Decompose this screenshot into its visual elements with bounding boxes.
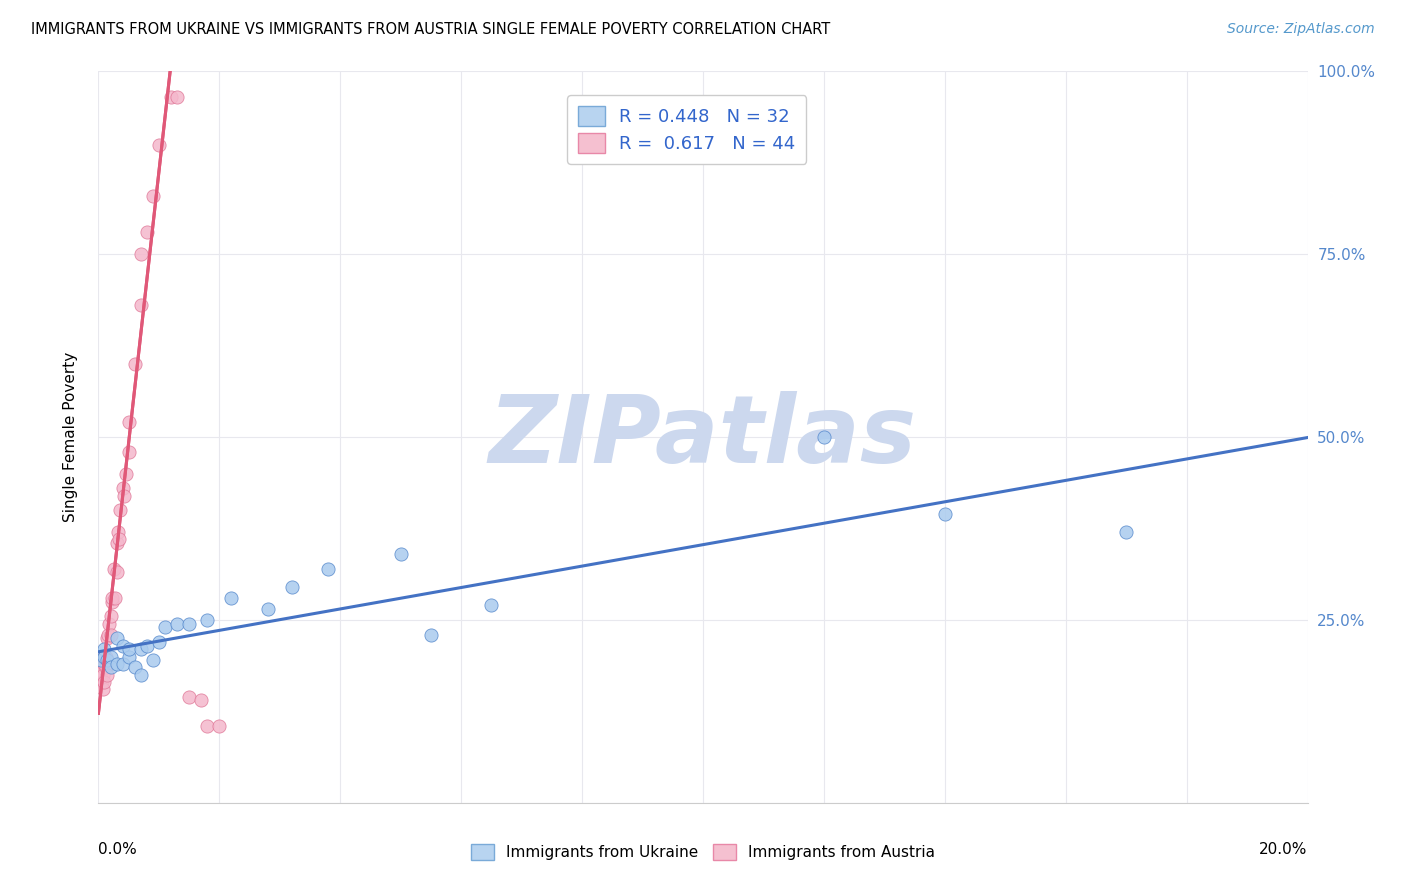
Point: [195, 613, 218, 627]
Point: [90, 660, 112, 674]
Point: [190, 693, 212, 707]
Legend: Immigrants from Ukraine, Immigrants from Austria: Immigrants from Ukraine, Immigrants from…: [464, 838, 942, 866]
Point: [118, 444, 141, 458]
Point: [208, 719, 231, 733]
Point: [111, 657, 134, 671]
Point: [166, 90, 188, 104]
Text: Source: ZipAtlas.com: Source: ZipAtlas.com: [1227, 22, 1375, 37]
Point: [89, 667, 111, 681]
Point: [100, 649, 122, 664]
Point: [103, 562, 125, 576]
Point: [179, 690, 201, 704]
Point: [94, 649, 117, 664]
Point: [89, 653, 111, 667]
Point: [105, 566, 128, 580]
Point: [129, 667, 152, 681]
Point: [934, 507, 956, 521]
Point: [148, 635, 170, 649]
Point: [166, 616, 188, 631]
Point: [129, 298, 152, 312]
Point: [100, 627, 122, 641]
Point: [160, 90, 183, 104]
Point: [90, 653, 112, 667]
Point: [98, 616, 121, 631]
Point: [96, 653, 118, 667]
Point: [100, 609, 122, 624]
Y-axis label: Single Female Poverty: Single Female Poverty: [63, 352, 77, 522]
Point: [108, 533, 131, 547]
Point: [135, 639, 157, 653]
Point: [179, 616, 201, 631]
Point: [129, 247, 152, 261]
Point: [100, 594, 122, 608]
Point: [96, 667, 118, 681]
Point: [389, 547, 412, 561]
Text: IMMIGRANTS FROM UKRAINE VS IMMIGRANTS FROM AUSTRIA SINGLE FEMALE POVERTY CORRELA: IMMIGRANTS FROM UKRAINE VS IMMIGRANTS FR…: [31, 22, 830, 37]
Point: [142, 653, 165, 667]
Point: [256, 602, 278, 616]
Point: [129, 642, 152, 657]
Point: [118, 642, 141, 657]
Point: [420, 627, 443, 641]
Point: [96, 632, 118, 646]
Legend: R = 0.448   N = 32, R =  0.617   N = 44: R = 0.448 N = 32, R = 0.617 N = 44: [567, 95, 807, 164]
Point: [142, 188, 165, 202]
Point: [221, 591, 243, 605]
Point: [105, 536, 128, 550]
Point: [108, 503, 131, 517]
Point: [135, 225, 157, 239]
Point: [118, 649, 141, 664]
Point: [97, 627, 120, 641]
Point: [124, 660, 146, 674]
Point: [91, 667, 114, 681]
Point: [96, 660, 118, 674]
Point: [105, 657, 128, 671]
Point: [148, 137, 170, 152]
Point: [107, 525, 129, 540]
Point: [93, 649, 115, 664]
Point: [281, 580, 304, 594]
Text: ZIPatlas: ZIPatlas: [489, 391, 917, 483]
Point: [93, 657, 115, 671]
Point: [93, 642, 115, 657]
Point: [153, 620, 176, 634]
Point: [93, 649, 115, 664]
Point: [100, 660, 122, 674]
Point: [124, 357, 146, 371]
Point: [118, 416, 141, 430]
Text: 20.0%: 20.0%: [1260, 842, 1308, 857]
Point: [91, 682, 114, 697]
Point: [90, 672, 112, 686]
Point: [813, 430, 835, 444]
Point: [105, 632, 128, 646]
Point: [112, 489, 135, 503]
Point: [111, 639, 134, 653]
Point: [101, 591, 124, 605]
Text: 0.0%: 0.0%: [98, 842, 138, 857]
Point: [481, 599, 503, 613]
Point: [93, 675, 115, 690]
Point: [111, 481, 134, 495]
Point: [195, 719, 218, 733]
Point: [91, 675, 114, 690]
Point: [104, 591, 127, 605]
Point: [114, 467, 136, 481]
Point: [1115, 525, 1137, 540]
Point: [316, 562, 339, 576]
